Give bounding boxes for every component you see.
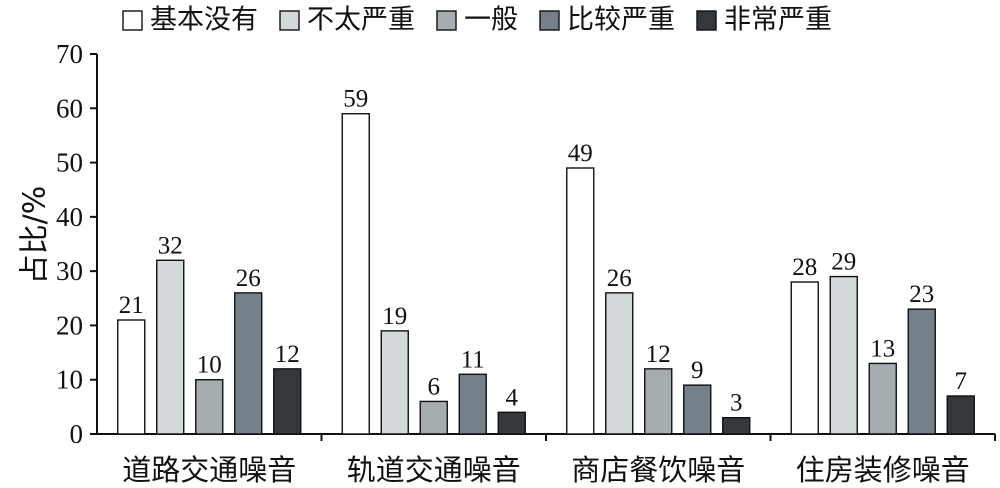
y-tick-label: 20 — [56, 310, 83, 340]
data-label: 3 — [730, 390, 743, 417]
category-label: 住房装修噪音 — [796, 453, 970, 487]
bar — [380, 330, 409, 435]
bar — [566, 167, 595, 435]
category-label: 轨道交通噪音 — [347, 453, 521, 487]
legend-label: 非常严重 — [724, 5, 832, 36]
bar — [868, 362, 897, 435]
bar — [644, 368, 673, 435]
data-label: 11 — [461, 346, 485, 373]
data-label: 19 — [382, 303, 407, 330]
y-tick-label: 60 — [56, 93, 83, 123]
legend-label: 比较严重 — [567, 5, 675, 36]
y-tick-label: 70 — [56, 39, 83, 69]
data-label: 59 — [343, 86, 368, 113]
bar — [946, 395, 975, 435]
data-label: 26 — [607, 265, 632, 292]
bar — [722, 417, 751, 435]
bar — [683, 384, 712, 435]
data-label: 21 — [119, 292, 144, 319]
bar — [829, 275, 858, 435]
bar — [419, 400, 448, 435]
category-label: 商店餐饮噪音 — [571, 453, 745, 487]
data-label: 29 — [831, 249, 856, 276]
bar — [195, 379, 224, 435]
legend: 基本没有 不太严重 一般 比较严重 非常严重 — [122, 5, 832, 36]
bars: 21 32 10 26 12 59 19 6 11 4 49 26 12 93 28 29 13 23 7 — [117, 86, 975, 435]
y-tick-label: 0 — [70, 419, 84, 449]
y-axis-label: 占比/% — [18, 186, 53, 285]
data-label: 12 — [646, 341, 671, 368]
bar — [605, 292, 634, 435]
data-label: 23 — [909, 281, 934, 308]
data-label: 32 — [158, 232, 183, 259]
legend-label: 一般 — [464, 5, 518, 36]
data-label: 26 — [236, 265, 261, 292]
x-axis: 道路交通噪音 轨道交通噪音 商店餐饮噪音 住房装修噪音 — [97, 433, 996, 487]
y-tick-label: 40 — [56, 202, 83, 232]
bar — [273, 368, 302, 435]
bar — [907, 308, 936, 435]
legend-swatch — [539, 10, 560, 31]
bar — [156, 259, 185, 435]
bar — [458, 373, 487, 435]
y-tick-label: 10 — [56, 365, 83, 395]
legend-swatch — [122, 10, 143, 31]
data-label: 4 — [506, 384, 519, 411]
data-label: 6 — [428, 373, 441, 400]
bar — [117, 319, 146, 435]
data-label: 7 — [955, 368, 968, 395]
legend-swatch — [436, 10, 457, 31]
y-axis: 0 10 20 30 40 50 60 70 — [56, 39, 98, 449]
data-label: 28 — [792, 254, 817, 281]
y-tick-label: 30 — [56, 256, 83, 286]
bar — [790, 281, 819, 435]
data-label: 9 — [691, 357, 704, 384]
legend-swatch — [279, 10, 300, 31]
y-tick-label: 50 — [56, 148, 83, 178]
data-label: 49 — [568, 140, 593, 167]
bar — [341, 113, 370, 435]
data-label: 13 — [870, 335, 895, 362]
data-label: 10 — [197, 352, 222, 379]
bar — [497, 411, 526, 435]
data-label: 12 — [275, 341, 300, 368]
legend-swatch — [696, 10, 717, 31]
bar — [234, 292, 263, 435]
legend-label: 不太严重 — [307, 5, 415, 36]
category-label: 道路交通噪音 — [122, 453, 296, 487]
legend-label: 基本没有 — [150, 5, 258, 36]
